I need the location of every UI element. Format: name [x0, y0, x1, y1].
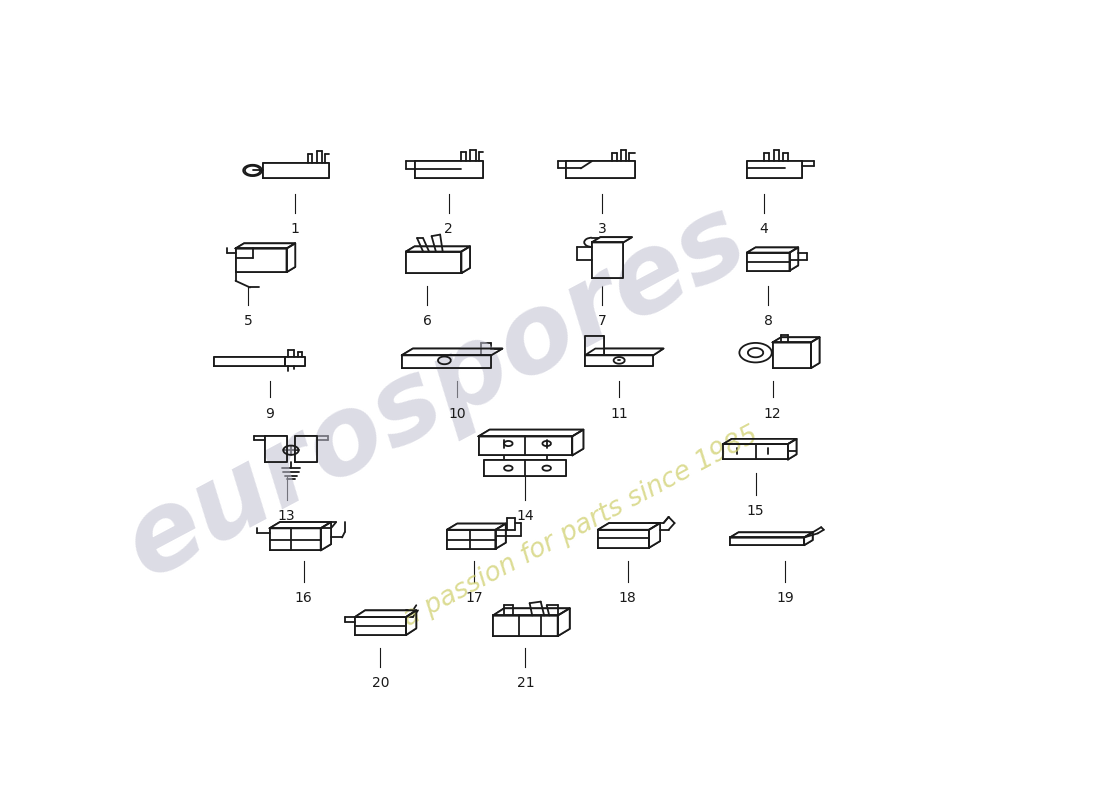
Polygon shape: [592, 242, 624, 278]
Polygon shape: [493, 615, 558, 636]
Polygon shape: [406, 251, 462, 273]
Polygon shape: [723, 444, 788, 459]
Polygon shape: [270, 528, 321, 550]
Polygon shape: [287, 243, 295, 272]
Polygon shape: [495, 524, 506, 549]
Polygon shape: [235, 243, 295, 249]
Polygon shape: [321, 522, 331, 550]
Text: 14: 14: [517, 510, 535, 523]
Text: 4: 4: [760, 222, 769, 236]
Polygon shape: [585, 336, 604, 355]
Polygon shape: [788, 439, 796, 459]
Text: 10: 10: [449, 406, 466, 421]
Polygon shape: [566, 161, 635, 178]
Polygon shape: [263, 162, 329, 178]
Polygon shape: [402, 349, 503, 355]
Polygon shape: [730, 532, 813, 538]
Polygon shape: [811, 338, 819, 368]
Text: 16: 16: [295, 591, 312, 606]
Polygon shape: [415, 161, 483, 178]
Polygon shape: [772, 338, 820, 342]
Text: 18: 18: [619, 591, 637, 606]
Polygon shape: [558, 608, 570, 636]
Text: 12: 12: [763, 406, 781, 421]
Text: 15: 15: [747, 504, 764, 518]
Polygon shape: [406, 610, 416, 635]
Polygon shape: [355, 610, 416, 617]
Polygon shape: [747, 161, 803, 178]
Polygon shape: [447, 530, 495, 549]
Text: 21: 21: [517, 676, 535, 690]
Text: 5: 5: [244, 314, 253, 328]
Polygon shape: [493, 608, 570, 615]
Polygon shape: [592, 237, 631, 242]
Text: a passion for parts since 1985: a passion for parts since 1985: [399, 422, 762, 632]
Polygon shape: [355, 617, 406, 635]
Polygon shape: [747, 247, 799, 253]
Polygon shape: [478, 430, 583, 436]
Polygon shape: [478, 436, 572, 455]
Polygon shape: [285, 357, 306, 366]
Polygon shape: [649, 523, 660, 548]
Polygon shape: [804, 532, 813, 545]
Polygon shape: [572, 430, 583, 455]
Polygon shape: [402, 355, 492, 368]
Polygon shape: [235, 249, 287, 272]
Polygon shape: [723, 439, 796, 444]
Polygon shape: [265, 436, 287, 462]
Polygon shape: [585, 349, 663, 355]
Text: 17: 17: [465, 591, 483, 606]
Text: 19: 19: [777, 591, 794, 606]
Polygon shape: [597, 530, 649, 548]
Polygon shape: [585, 355, 653, 366]
Polygon shape: [406, 246, 470, 251]
Text: 9: 9: [265, 406, 274, 421]
Polygon shape: [295, 436, 317, 462]
Polygon shape: [484, 461, 566, 476]
Text: 3: 3: [597, 222, 606, 236]
Polygon shape: [597, 523, 660, 530]
Text: eurospores: eurospores: [108, 184, 763, 600]
Polygon shape: [447, 524, 506, 530]
Text: 8: 8: [763, 314, 773, 328]
Polygon shape: [790, 247, 799, 270]
Polygon shape: [730, 538, 804, 545]
Polygon shape: [462, 246, 470, 273]
Polygon shape: [772, 342, 811, 368]
Text: 20: 20: [372, 676, 389, 690]
Text: 6: 6: [422, 314, 432, 328]
Text: 13: 13: [278, 510, 296, 523]
Text: 2: 2: [444, 222, 453, 236]
Polygon shape: [747, 253, 790, 270]
Text: 1: 1: [290, 222, 299, 236]
Text: 11: 11: [610, 406, 628, 421]
Polygon shape: [270, 522, 331, 528]
Polygon shape: [214, 357, 285, 366]
Text: 7: 7: [597, 314, 606, 328]
